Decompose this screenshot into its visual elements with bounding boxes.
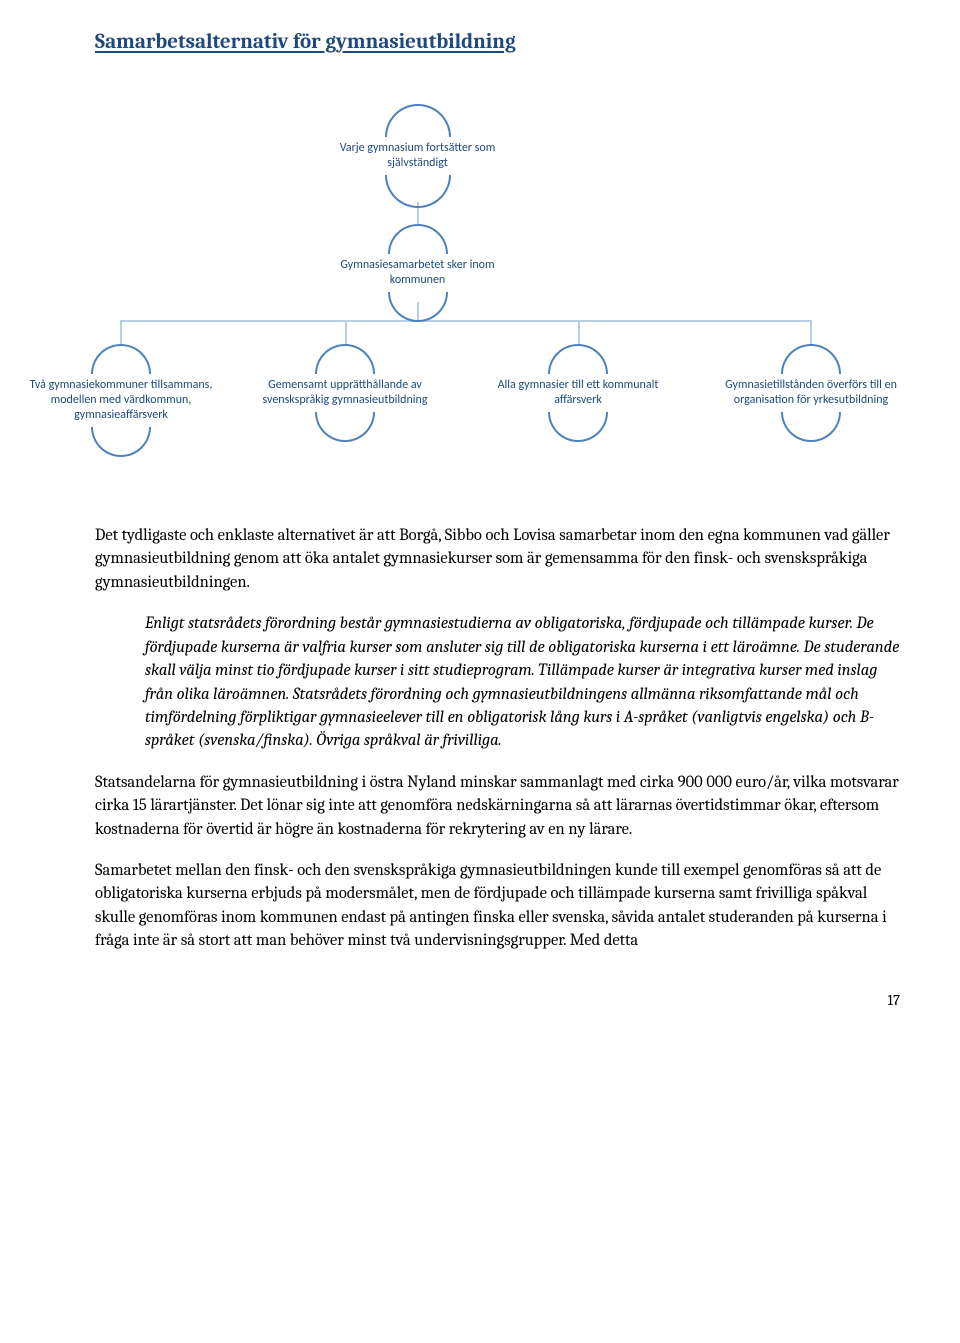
arc-down-icon [91,427,151,457]
node-mid: Gymnasiesamarbetet sker inom kommunen [325,224,510,322]
node-label: Gymnasiesamarbetet sker inom kommunen [325,254,510,292]
node-label: Alla gymnasier till ett kommunalt affärs… [478,374,678,412]
page-title: Samarbetsalternativ för gymnasieutbildni… [95,30,900,54]
connector [578,320,580,344]
connector [345,320,347,344]
node-b1: Två gymnasiekommuner tillsammans, modell… [15,344,227,457]
org-diagram: Varje gymnasium fortsätter som självstän… [70,94,890,494]
arc-icon [548,344,608,374]
paragraph-italic: Enligt statsrådets förordning består gym… [145,612,900,753]
arc-icon [385,104,451,137]
node-b4: Gymnasietillstånden överförs till en org… [706,344,916,442]
paragraph: Samarbetet mellan den finsk- och den sve… [95,859,900,953]
arc-down-icon [315,412,375,442]
node-label: Två gymnasiekommuner tillsammans, modell… [15,374,227,427]
body-text: Det tydligaste och enklaste alternativet… [95,524,900,953]
arc-down-icon [548,412,608,442]
node-top: Varje gymnasium fortsätter som självstän… [325,104,510,208]
page-number: 17 [95,991,900,1009]
connector [810,320,812,344]
arc-down-icon [388,292,448,322]
node-b2: Gemensamt upprätthållande av svenskspråk… [245,344,445,442]
connector [120,320,122,344]
arc-down-icon [781,412,841,442]
node-label: Varje gymnasium fortsätter som självstän… [325,137,510,175]
node-label: Gemensamt upprätthållande av svenskspråk… [245,374,445,412]
arc-icon [388,224,448,254]
arc-icon [91,344,151,374]
arc-down-icon [385,175,451,208]
node-label: Gymnasietillstånden överförs till en org… [706,374,916,412]
paragraph: Det tydligaste och enklaste alternativet… [95,524,900,594]
node-b3: Alla gymnasier till ett kommunalt affärs… [478,344,678,442]
arc-icon [781,344,841,374]
paragraph: Statsandelarna för gymnasieutbildning i … [95,771,900,841]
arc-icon [315,344,375,374]
